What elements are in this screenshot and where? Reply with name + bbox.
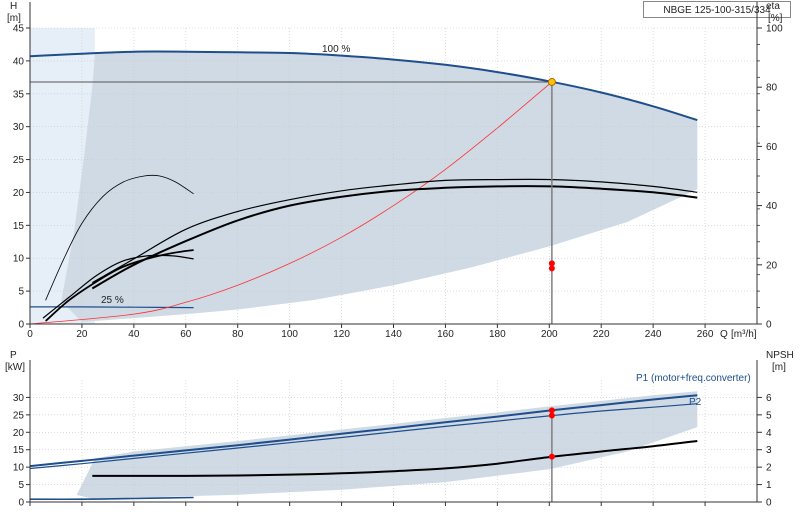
p-tick-label: 25: [13, 410, 25, 421]
h-tick-label: 15: [13, 221, 25, 232]
eta-tick-label: 60: [766, 142, 778, 153]
bottom-axis-labels: P [kW] NPSH [m] P1 (motor+freq.converter…: [5, 350, 794, 408]
top-gridlines: [29, 27, 757, 325]
eta-tick-label: 0: [766, 320, 772, 331]
eta-min-speed-line: [45, 174, 194, 301]
eta-tick-label: 40: [766, 201, 778, 212]
q-tick-label: 40: [128, 329, 140, 340]
p-tick-label: 15: [13, 445, 25, 456]
p-tick-label: 0: [18, 498, 24, 509]
h-tick-label: 45: [13, 24, 25, 35]
eta-tick-label: 80: [766, 83, 778, 94]
npsh-tick-label: 6: [766, 393, 772, 404]
eta-tick-label: 100: [766, 24, 783, 35]
duty-point-p1: [548, 407, 555, 414]
p-min-speed-line: [29, 496, 194, 501]
top-axes: 0 5 10 15 20 25 30 35 40 45 0 20 40 60 80 100 0 20 40 60 80 1…: [13, 2, 783, 340]
duty-point-p2: [548, 412, 555, 419]
p-tick-label: 10: [13, 463, 25, 474]
p-tick-label: 20: [13, 428, 25, 439]
q-tick-label: 240: [645, 329, 662, 340]
npsh-axis-unit: [m]: [772, 362, 786, 373]
p1-curve-line: [29, 394, 698, 468]
power-npsh-panel: 0 5 10 15 20 25 30 0 1 2 3 4 5 6 P [kW] NPSH [m] P1 (…: [5, 350, 794, 509]
duty-point-npsh: [548, 453, 555, 460]
head-efficiency-panel: 0 5 10 15 20 25 30 35 40 45 0 20 40 60 80 100 0 20 40 60 80 1…: [7, 1, 783, 340]
npsh-tick-label: 5: [766, 410, 772, 421]
q-tick-label: 160: [437, 329, 454, 340]
h-tick-label: 0: [18, 320, 24, 331]
p-axis-name: P: [10, 350, 17, 361]
min-speed-label: 25 %: [101, 295, 124, 306]
p2-curve-line: [29, 403, 698, 470]
npsh-tick-label: 3: [766, 445, 772, 456]
npsh-tick-label: 0: [766, 498, 772, 509]
top-curves: [29, 50, 698, 325]
full-speed-label: 100 %: [322, 44, 350, 55]
system-curve-line: [29, 81, 553, 325]
npsh-tick-label: 2: [766, 463, 772, 474]
h-tick-label: 25: [13, 155, 25, 166]
p2-label: P2: [689, 397, 702, 408]
h-tick-label: 5: [18, 287, 24, 298]
h-tick-label: 10: [13, 254, 25, 265]
q-tick-label: 120: [333, 329, 350, 340]
duty-point-eta2: [548, 260, 555, 267]
npsh-tick-label: 4: [766, 428, 772, 439]
npsh-curve-line: [92, 440, 698, 477]
npsh-axis-name: NPSH: [766, 350, 794, 361]
p-tick-label: 5: [18, 480, 24, 491]
eta-min-speed-p2-line: [45, 249, 194, 322]
h-tick-label: 20: [13, 188, 25, 199]
bottom-curves: [29, 394, 698, 502]
duty-point-head: [547, 78, 556, 86]
p-tick-label: 30: [13, 393, 25, 404]
chart-title: NBGE 125-100-315/334: [643, 1, 791, 18]
q-tick-label: 260: [697, 329, 714, 340]
h-tick-label: 30: [13, 122, 25, 133]
eta1-curve-line: [91, 185, 698, 290]
q-tick-label: 100: [281, 329, 298, 340]
q-tick-label: 220: [593, 329, 610, 340]
eta2-curve-line: [91, 178, 698, 284]
q-tick-label: 200: [541, 329, 558, 340]
q-tick-label: 180: [489, 329, 506, 340]
q-tick-label: 0: [27, 329, 33, 340]
h-tick-label: 35: [13, 89, 25, 100]
eta-tick-label: 20: [766, 260, 778, 271]
q-axis-name: Q: [720, 329, 728, 340]
bottom-operating-area: [76, 391, 698, 500]
top-axis-labels: H [m] eta [%] Q [m³/h] 100 % 25 %: [7, 1, 783, 340]
npsh-tick-label: 1: [766, 480, 772, 491]
q-tick-label: 140: [385, 329, 402, 340]
bottom-axes: 0 5 10 15 20 25 30 0 1 2 3 4 5 6: [13, 360, 772, 509]
head-curve-100-line: [29, 50, 698, 122]
q-tick-label: 20: [76, 329, 88, 340]
h-axis-name: H: [10, 1, 17, 12]
h-axis-unit: [m]: [7, 13, 21, 24]
duty-point-eta1: [548, 265, 555, 272]
q-axis-unit: [m³/h]: [731, 329, 757, 340]
q-tick-label: 80: [232, 329, 244, 340]
eta-min-speed-p1-line: [42, 254, 194, 319]
eta-axis-name: eta: [766, 1, 780, 12]
p-axis-unit: [kW]: [5, 362, 25, 373]
p1-label: P1 (motor+freq.converter): [636, 373, 751, 384]
q-tick-label: 60: [180, 329, 192, 340]
eta-axis-unit: [%]: [768, 13, 783, 24]
h-tick-label: 40: [13, 56, 25, 67]
